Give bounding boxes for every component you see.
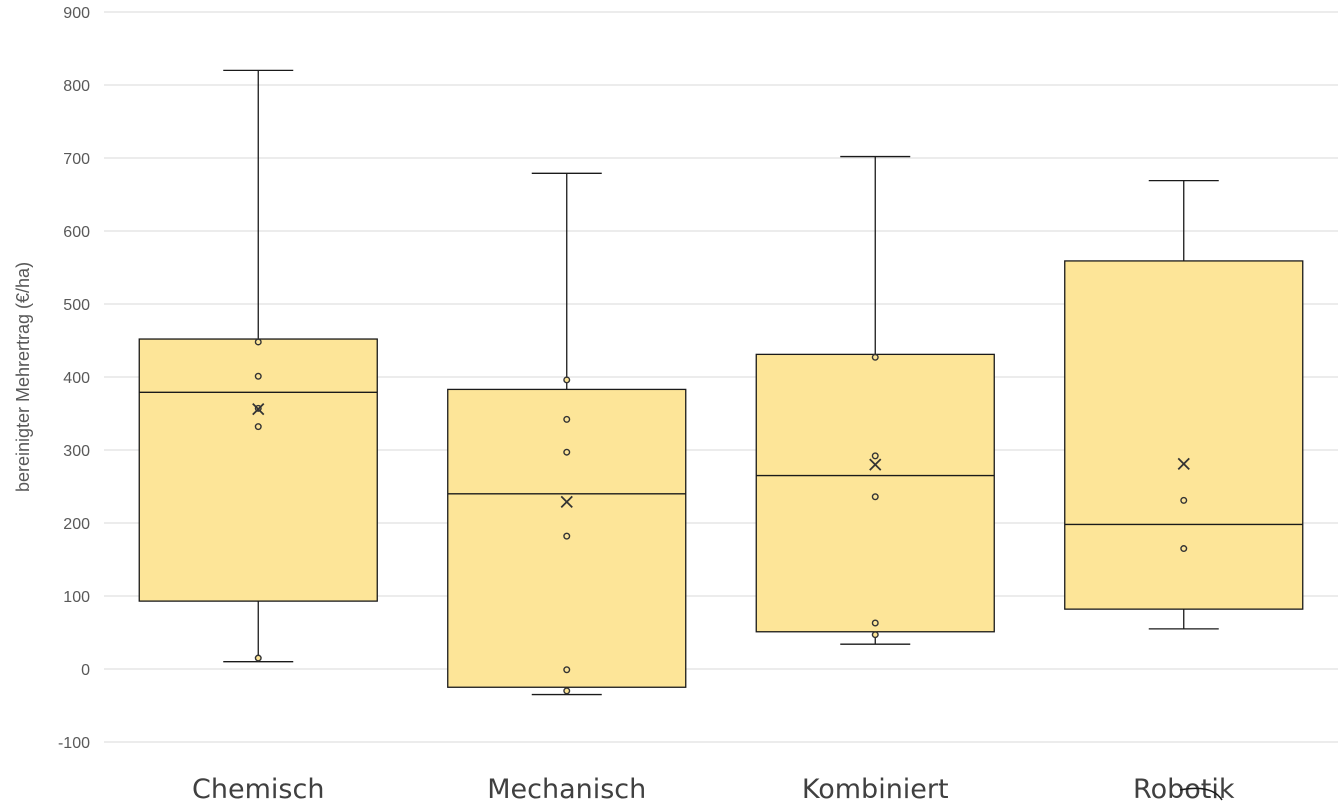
mean-marker	[560, 495, 573, 508]
y-tick-label: 800	[63, 78, 90, 95]
y-tick-label: 100	[63, 589, 90, 606]
x-axis-category-labels: Chemisch Mechanisch Kombiniert Robotik	[192, 774, 1235, 804]
y-tick-label: 500	[63, 297, 90, 314]
data-point	[563, 376, 571, 384]
mean-marker	[1177, 457, 1190, 471]
data-point	[254, 654, 262, 662]
box	[1064, 260, 1304, 610]
y-tick-label: 200	[63, 516, 90, 533]
data-point	[871, 452, 879, 460]
data-point	[871, 353, 879, 361]
data-point	[871, 631, 879, 639]
mean-marker	[869, 458, 882, 471]
y-tick-label: 400	[63, 370, 90, 387]
data-point	[871, 493, 879, 501]
box-group	[447, 172, 687, 696]
box	[138, 338, 378, 602]
category-label: Mechanisch	[487, 774, 646, 804]
box-group	[755, 155, 995, 645]
y-axis-title: bereinigter Mehrertrag (€/ha)	[13, 262, 33, 492]
data-point	[563, 415, 571, 423]
data-point	[1180, 545, 1188, 553]
y-tick-label: 600	[63, 224, 90, 241]
data-point	[563, 687, 571, 695]
y-tick-label: -100	[58, 735, 90, 752]
y-tick-label: 0	[81, 662, 90, 679]
category-label: Kombiniert	[802, 774, 949, 804]
box-group	[1064, 179, 1304, 630]
y-tick-label: 300	[63, 443, 90, 460]
y-tick-label: 900	[63, 5, 90, 22]
y-axis-tick-labels: -100 0 100 200 300 400 500 600 700 800 900	[58, 5, 90, 752]
data-point	[254, 423, 262, 431]
category-label: Chemisch	[192, 774, 324, 804]
data-point	[563, 448, 571, 456]
data-point	[254, 372, 262, 380]
data-point	[563, 532, 571, 540]
box	[755, 353, 995, 633]
boxes	[138, 69, 1304, 696]
mean-marker	[252, 402, 265, 416]
box-group	[138, 69, 378, 663]
data-point	[871, 619, 879, 627]
data-point	[563, 666, 571, 674]
y-tick-label: 700	[63, 151, 90, 168]
data-point	[254, 338, 262, 346]
data-point	[1180, 496, 1188, 504]
decorative-curve	[1179, 787, 1223, 801]
